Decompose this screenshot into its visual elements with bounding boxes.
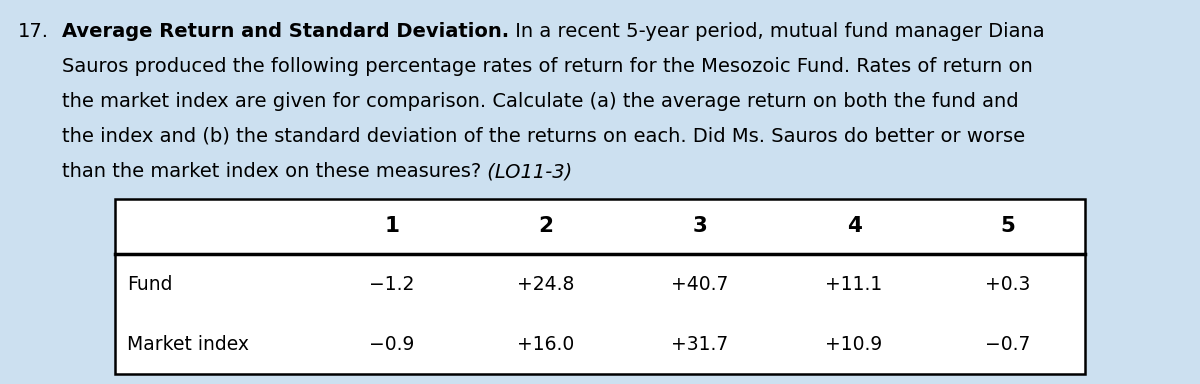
Text: +0.3: +0.3 — [985, 275, 1031, 293]
Text: Sauros produced the following percentage rates of return for the Mesozoic Fund. : Sauros produced the following percentage… — [62, 57, 1033, 76]
Text: the market index are given for comparison. Calculate (a) the average return on b: the market index are given for compariso… — [62, 92, 1019, 111]
Text: Fund: Fund — [127, 275, 173, 293]
Text: Average Return and Standard Deviation.: Average Return and Standard Deviation. — [62, 22, 509, 41]
Text: 17.: 17. — [18, 22, 49, 41]
Text: Market index: Market index — [127, 334, 250, 354]
Text: +10.9: +10.9 — [826, 334, 883, 354]
Text: +40.7: +40.7 — [671, 275, 728, 293]
Text: (LO11-3): (LO11-3) — [481, 162, 572, 181]
Text: +31.7: +31.7 — [671, 334, 728, 354]
Text: +11.1: +11.1 — [826, 275, 883, 293]
Text: +16.0: +16.0 — [517, 334, 575, 354]
Text: than the market index on these measures?: than the market index on these measures? — [62, 162, 481, 181]
Text: In a recent 5-year period, mutual fund manager Diana: In a recent 5-year period, mutual fund m… — [509, 22, 1045, 41]
Text: 2: 2 — [539, 217, 553, 237]
Text: 5: 5 — [1001, 217, 1015, 237]
Text: 3: 3 — [692, 217, 708, 237]
Bar — [115, 199, 1085, 374]
Text: 1: 1 — [384, 217, 400, 237]
Text: the index and (b) the standard deviation of the returns on each. Did Ms. Sauros : the index and (b) the standard deviation… — [62, 127, 1025, 146]
Text: −0.7: −0.7 — [985, 334, 1031, 354]
Text: −0.9: −0.9 — [370, 334, 415, 354]
Text: +24.8: +24.8 — [517, 275, 575, 293]
Text: 4: 4 — [846, 217, 862, 237]
Text: −1.2: −1.2 — [370, 275, 415, 293]
